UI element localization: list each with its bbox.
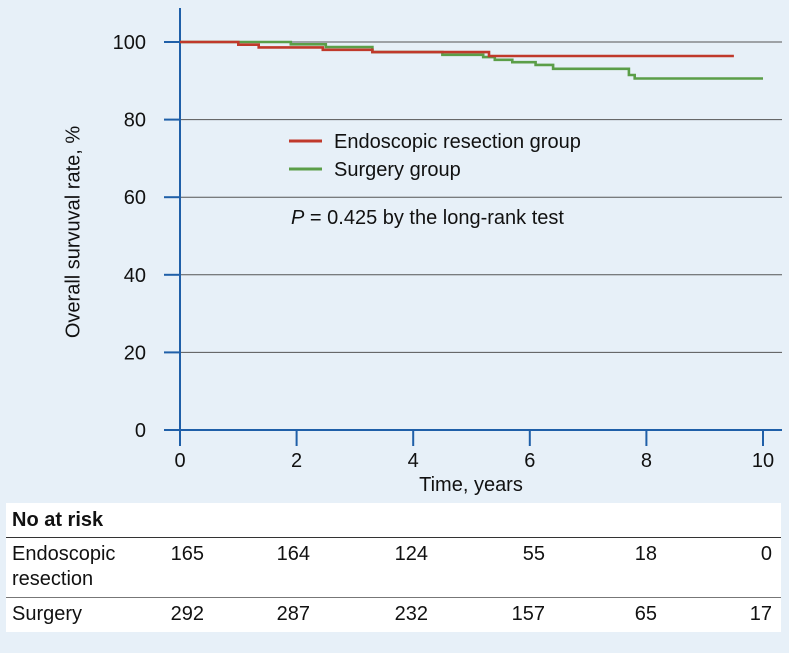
risk-row-endoscopic: Endoscopic resection 165 164 124 55 18 0 bbox=[6, 538, 781, 598]
legend-label: Endoscopic resection group bbox=[334, 131, 581, 153]
x-tick-label: 8 bbox=[641, 450, 652, 472]
risk-cell: 18 bbox=[634, 543, 657, 565]
x-tick-label: 6 bbox=[524, 450, 535, 472]
risk-cell: 232 bbox=[394, 603, 428, 625]
risk-cell: 157 bbox=[511, 603, 545, 625]
risk-cell: 165 bbox=[170, 543, 204, 565]
risk-cell: 55 bbox=[522, 543, 545, 565]
legend-label: Surgery group bbox=[334, 159, 461, 181]
p-symbol: P bbox=[291, 207, 305, 229]
y-axis-label: Overall survuval rate, % bbox=[62, 125, 85, 339]
risk-row-label-line1: Endoscopic bbox=[12, 543, 116, 565]
risk-row-label-line2: resection bbox=[12, 568, 94, 590]
x-tick-label: 4 bbox=[408, 450, 419, 472]
y-tick-label: 100 bbox=[113, 32, 146, 54]
number-at-risk-table: No at risk Endoscopic resection 165 164 … bbox=[6, 503, 781, 632]
risk-row-label: Endoscopic resection bbox=[12, 542, 115, 592]
series-line-surgery bbox=[180, 40, 763, 80]
y-tick-label: 60 bbox=[124, 187, 146, 209]
y-tick-label: 20 bbox=[124, 342, 146, 364]
risk-cell: 287 bbox=[276, 603, 310, 625]
series-line-endoscopic bbox=[180, 40, 734, 58]
risk-table-title: No at risk bbox=[6, 503, 781, 538]
risk-cell: 65 bbox=[634, 603, 657, 625]
y-tick-label: 80 bbox=[124, 110, 146, 132]
x-tick-label: 2 bbox=[291, 450, 302, 472]
risk-cell: 17 bbox=[749, 603, 772, 625]
p-text: = 0.425 by the long-rank test bbox=[304, 207, 564, 229]
x-tick-label: 10 bbox=[752, 450, 774, 472]
x-tick-label: 0 bbox=[174, 450, 185, 472]
y-tick-label: 40 bbox=[124, 265, 146, 287]
risk-cell: 124 bbox=[394, 543, 428, 565]
x-axis-label: Time, years bbox=[419, 474, 523, 496]
y-tick-label: 0 bbox=[135, 420, 146, 442]
risk-cell: 0 bbox=[760, 543, 772, 565]
p-value-annotation: P = 0.425 by the long-rank test bbox=[291, 207, 564, 229]
risk-row-surgery: Surgery 292 287 232 157 65 17 bbox=[6, 598, 781, 632]
risk-cell: 164 bbox=[276, 543, 310, 565]
risk-row-label: Surgery bbox=[12, 603, 83, 625]
risk-cell: 292 bbox=[170, 603, 204, 625]
survival-plot: 0 20 40 60 80 100 0 2 4 6 8 10 Endoscopic resection… bbox=[113, 8, 782, 496]
